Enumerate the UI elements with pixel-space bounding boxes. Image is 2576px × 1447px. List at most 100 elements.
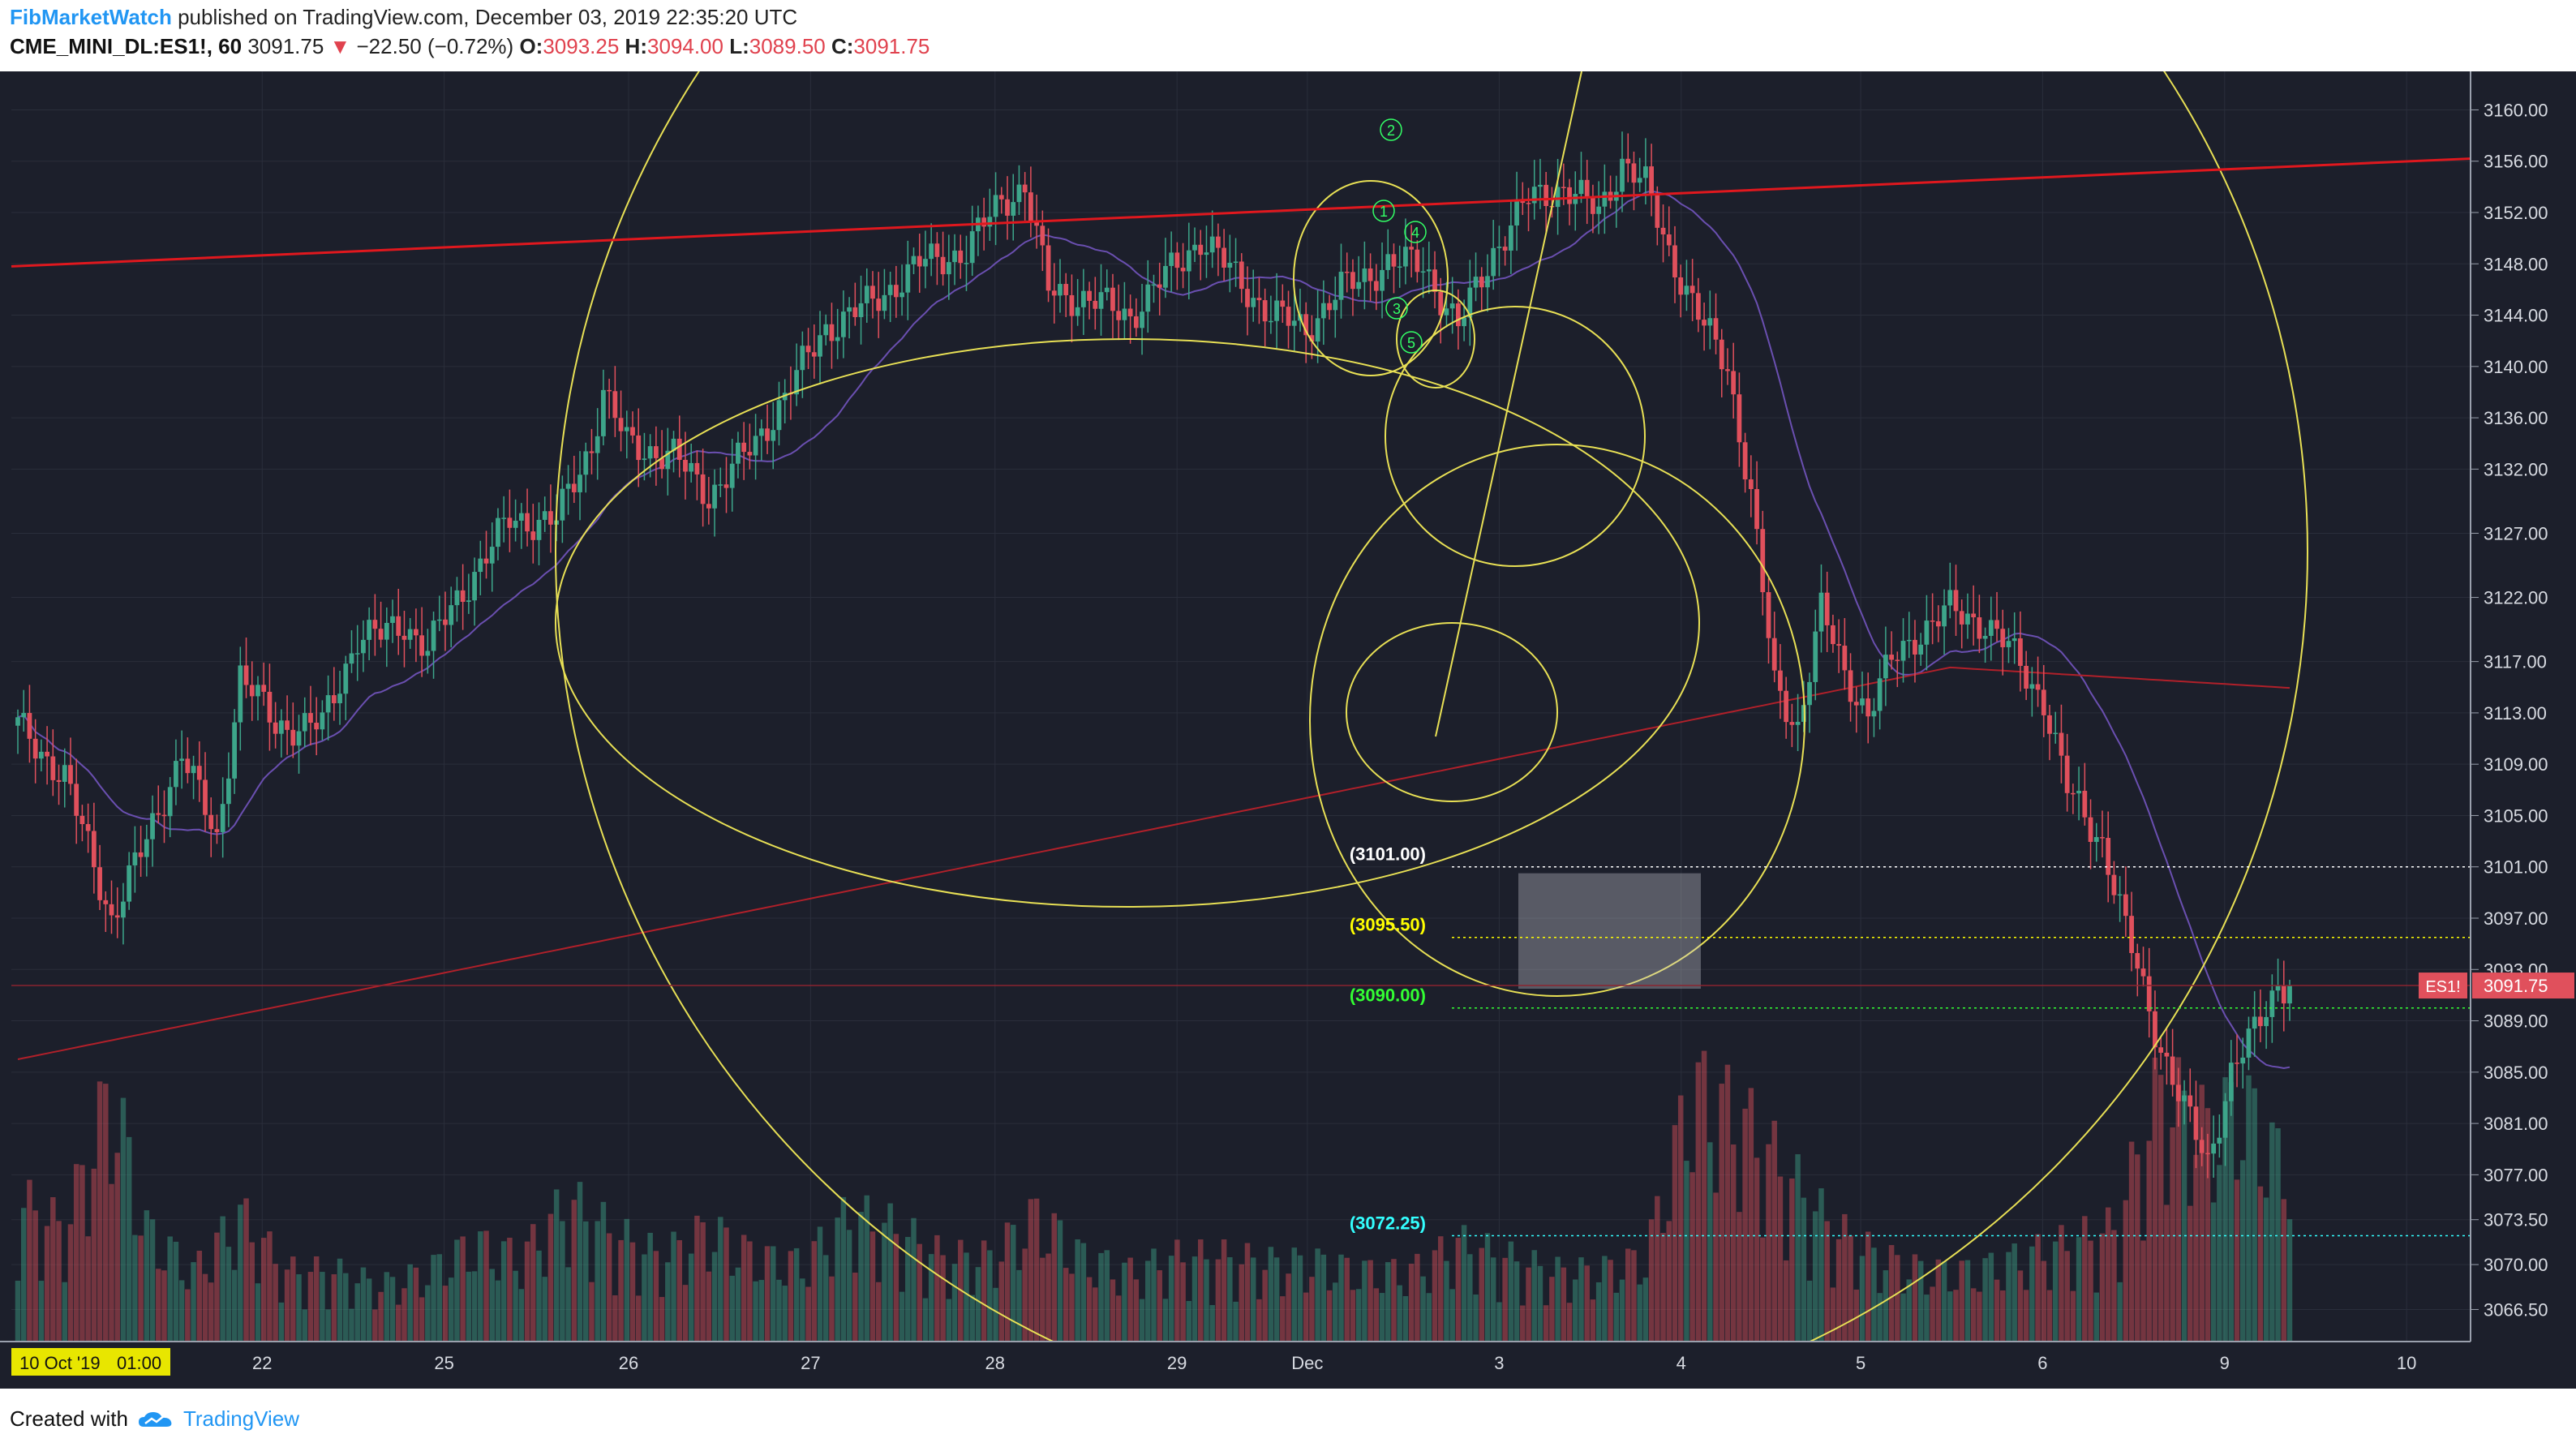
candle-body (1813, 631, 1818, 682)
volume-bar (296, 1274, 302, 1342)
candle-body (238, 665, 243, 723)
volume-bar (1133, 1279, 1140, 1342)
price-axis[interactable]: 3160.00 3156.00 3152.00 3148.00 3144.00 3140.… (2419, 71, 2576, 1389)
candle-body (1977, 617, 1982, 639)
volume-bar (1660, 1233, 1666, 1342)
price-tick-label: 3089.00 (2484, 1011, 2548, 1032)
candle-body (114, 915, 120, 918)
author-name[interactable]: FibMarketWatch (10, 5, 172, 29)
volume-bar (1075, 1239, 1080, 1342)
candle-body (2093, 837, 2099, 842)
wave-circle (1404, 221, 1427, 243)
time-tick-label: 27 (801, 1353, 820, 1373)
volume-bar (1338, 1254, 1344, 1342)
volume-bar (255, 1283, 261, 1342)
volume-bar (899, 1291, 905, 1342)
volume-bar (1093, 1287, 1098, 1342)
candle-body (1367, 268, 1373, 281)
candle-body (97, 867, 102, 900)
fib-arc-medium (555, 338, 1700, 908)
volume-bar (905, 1237, 911, 1342)
candle-body (1221, 247, 1227, 268)
candle-body (607, 389, 612, 392)
candle-body (45, 751, 49, 757)
volume-bar (1883, 1270, 1889, 1342)
volume-bar (1917, 1260, 1924, 1342)
volume-bar (2193, 1154, 2199, 1342)
candle-body (2053, 732, 2059, 735)
candle-body (1045, 245, 1051, 291)
candle-body (1731, 371, 1737, 395)
candle-body (525, 513, 530, 532)
low-value: 3089.50 (749, 34, 826, 58)
candle-body (1362, 268, 1367, 282)
volume-bar (595, 1221, 600, 1342)
candle-body (1303, 314, 1309, 336)
volume-bar (1531, 1250, 1537, 1342)
volume-bar (1040, 1257, 1045, 1342)
candle-body (278, 720, 284, 734)
volume-bar (2217, 1165, 2222, 1342)
time-tick-label: 9 (2220, 1353, 2230, 1373)
volume-bar (1801, 1197, 1807, 1342)
volume-bar (2281, 1199, 2287, 1342)
candle-body (1169, 252, 1174, 266)
candle-body (1473, 277, 1479, 288)
candle-body (1385, 254, 1391, 270)
candle-body (1380, 269, 1385, 291)
volume-bar (1543, 1305, 1549, 1342)
volume-bar (1935, 1259, 1942, 1342)
candlestick-chart[interactable]: (3101.00) (3095.50) (3090.00) (3072.25) 1 2 3… (0, 71, 2576, 1389)
candle-body (1807, 681, 1812, 706)
candle-body (401, 635, 407, 640)
candle-body (1737, 394, 1742, 443)
volume-bar (1449, 1289, 1455, 1342)
volume-bar (618, 1239, 624, 1342)
candle-body (1151, 284, 1157, 286)
candle-body (1555, 187, 1561, 208)
volume-bar (1145, 1260, 1151, 1342)
candle-body (1262, 300, 1268, 322)
tradingview-brand[interactable]: TradingView (182, 1406, 300, 1431)
volume-bar (2257, 1186, 2264, 1342)
volume-bar (97, 1081, 103, 1342)
candle-body (595, 436, 600, 453)
volume-bar (1122, 1262, 1127, 1342)
candle-body (1204, 252, 1209, 255)
volume-bar (1426, 1293, 1432, 1342)
candle-body (1022, 184, 1028, 193)
candle-body (1947, 590, 1953, 606)
volume-bar (372, 1309, 378, 1342)
candle-body (1104, 287, 1110, 293)
volume-bar (407, 1264, 413, 1342)
candle-body (1344, 272, 1350, 273)
volume-bar (27, 1179, 32, 1342)
volume-bar (1069, 1273, 1075, 1342)
candle-body (144, 839, 149, 857)
volume-bar (1110, 1279, 1116, 1342)
candle-body (2187, 1095, 2193, 1107)
volume-bar (1742, 1108, 1748, 1342)
volume-bar (917, 1243, 922, 1342)
volume-bar (1186, 1300, 1192, 1342)
volume-bar (267, 1231, 273, 1342)
candle-body (1631, 163, 1637, 183)
volume-bar (682, 1285, 689, 1342)
volume-bar (1642, 1277, 1649, 1342)
candle-body (1110, 287, 1115, 311)
volume-bar (964, 1252, 969, 1342)
volume-bar (981, 1240, 987, 1342)
volume-bar (325, 1309, 331, 1342)
candle-body (1836, 644, 1842, 646)
chart-grid (11, 71, 2471, 1342)
candle-body (79, 815, 85, 825)
candle-body (1157, 284, 1162, 288)
candle-body (354, 653, 360, 655)
candle-body (1350, 272, 1355, 290)
volume-bar (711, 1252, 718, 1342)
time-axis[interactable]: 10 Oct '19 01:00 22 25 26 27 28 29 Dec 3 4 5 6 9 10 (0, 1341, 2576, 1389)
volume-bar (1490, 1257, 1496, 1342)
volume-bar (653, 1251, 659, 1342)
volume-bar (448, 1277, 454, 1342)
candle-body (1526, 203, 1531, 204)
